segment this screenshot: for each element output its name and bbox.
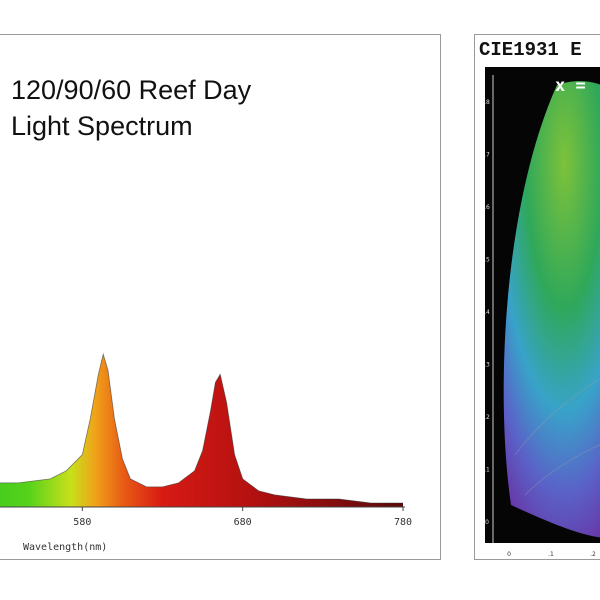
cie-diagram-panel: .8 .7 .6 .5 .4 .3 .2 .1 0 0 .1 .2 x = CIE1931 E xyxy=(474,34,600,560)
spectrum-outline xyxy=(0,352,403,504)
cie-y-tick-label: 0 xyxy=(485,519,489,526)
cie-y-tick-label: .1 xyxy=(484,467,490,474)
cie-y-tick-label: .3 xyxy=(484,362,490,369)
spectrum-plot-area xyxy=(0,352,403,507)
cie-color-gamut xyxy=(503,81,600,538)
cie-y-tick-label: .5 xyxy=(484,257,490,264)
spectrum-chart-panel: 580 680 780 Wavelength(nm) 120/90/60 Reef D… xyxy=(0,34,441,560)
x-tick-label: 780 xyxy=(394,517,412,528)
cie-y-tick-label: .7 xyxy=(484,152,490,159)
cie-x-readout: x = xyxy=(555,76,586,96)
x-axis-label: Wavelength(nm) xyxy=(23,542,107,553)
x-tick-label: 580 xyxy=(73,517,91,528)
cie-y-tick-label: .8 xyxy=(484,99,490,106)
cie-x-tick-label: .2 xyxy=(590,551,596,558)
cie-diagram-title: CIE1931 E xyxy=(479,39,582,61)
cie-y-tick-label: .4 xyxy=(484,309,490,316)
chart-title-line-2: Light Spectrum xyxy=(11,111,193,141)
spectrum-chart-svg: 580 680 780 Wavelength(nm) xyxy=(0,352,412,553)
x-tick-label: 680 xyxy=(234,517,252,528)
cie-y-tick-label: .6 xyxy=(484,204,490,211)
cie-planckian-lines xyxy=(514,378,600,496)
cie-y-tick-label: .2 xyxy=(484,414,490,421)
cie-diagram-svg: .8 .7 .6 .5 .4 .3 .2 .1 0 0 .1 .2 x = xyxy=(484,67,600,558)
cie-axes: .8 .7 .6 .5 .4 .3 .2 .1 0 0 .1 .2 x = xyxy=(484,75,596,558)
spectrum-x-axis: 580 680 780 Wavelength(nm) xyxy=(0,506,412,553)
chart-title-line-1: 120/90/60 Reef Day xyxy=(11,75,252,105)
spectrum-area-series xyxy=(0,354,403,507)
cie-x-tick-label: 0 xyxy=(507,551,511,558)
cie-x-tick-label: .1 xyxy=(548,551,554,558)
